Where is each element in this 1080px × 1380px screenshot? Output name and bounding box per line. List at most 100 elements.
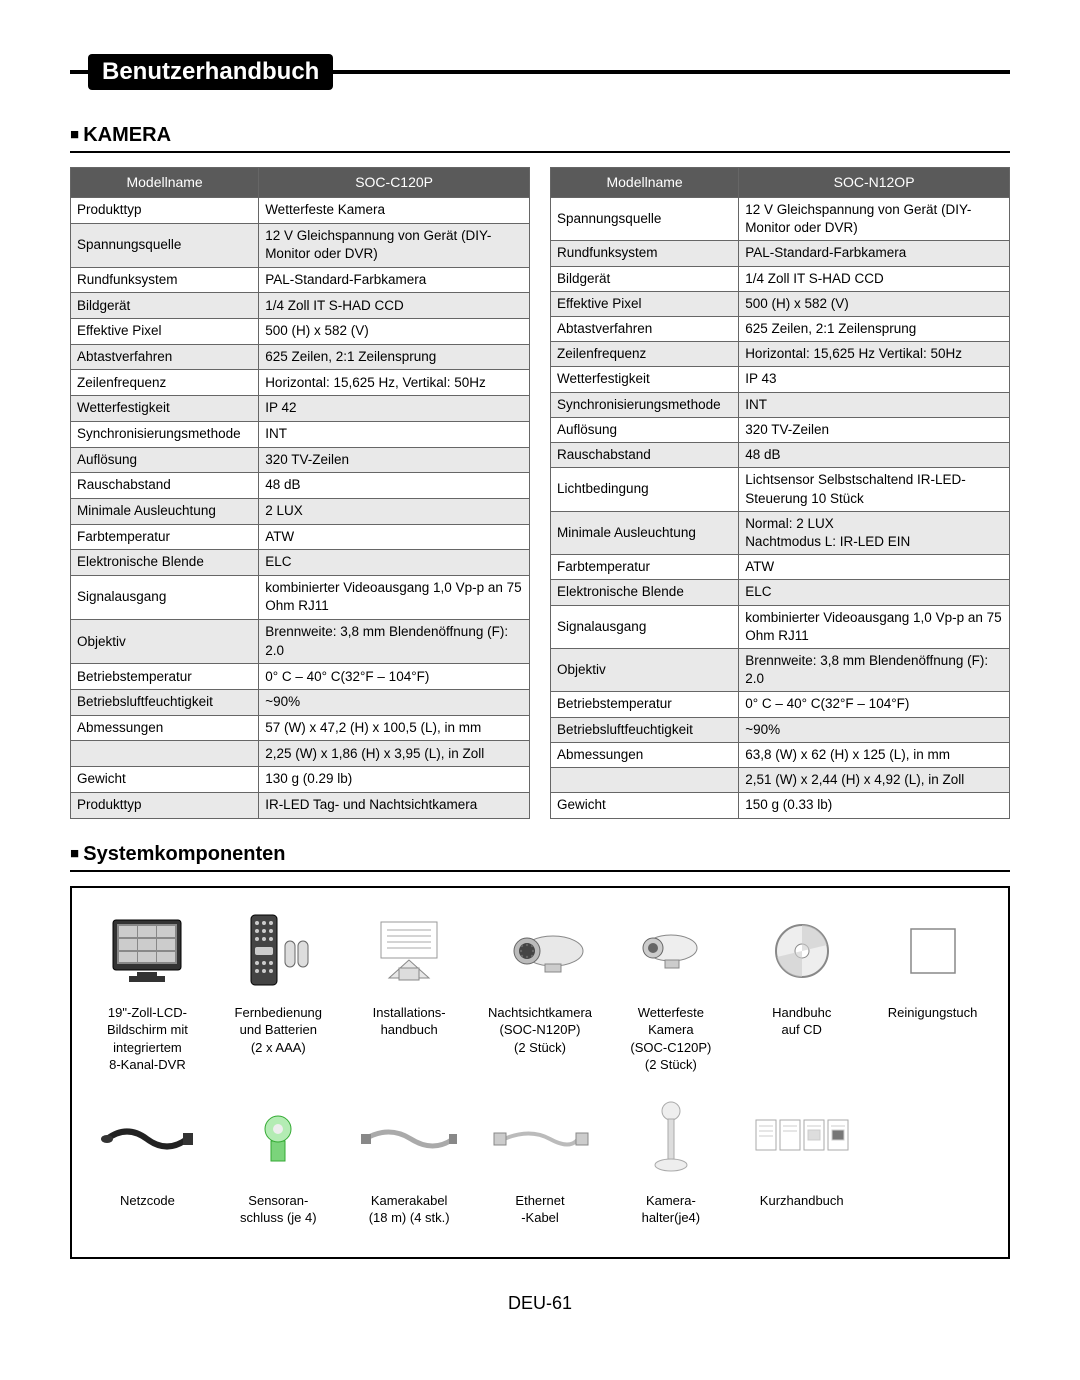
spec-value: 150 g (0.33 lb) (739, 793, 1010, 818)
spec-label: Minimale Ausleuchtung (551, 511, 739, 554)
table-row: ProdukttypIR-LED Tag- und Nachtsichtkame… (71, 792, 530, 818)
section-heading-components: Systemkomponenten (70, 843, 1010, 872)
table-header-value: SOC-C120P (259, 168, 530, 198)
spec-label: Signalausgang (551, 605, 739, 648)
spec-value: 320 TV-Zeilen (739, 417, 1010, 442)
spec-value: kombinierter Videoausgang 1,0 Vp-p an 75… (259, 575, 530, 619)
spec-value: Horizontal: 15,625 Hz Vertikal: 50Hz (739, 342, 1010, 367)
table-row: Minimale Ausleuchtung2 LUX (71, 498, 530, 524)
spec-label: Effektive Pixel (551, 291, 739, 316)
spec-label: Elektronische Blende (551, 580, 739, 605)
spec-value: Normal: 2 LUXNachtmodus L: IR-LED EIN (739, 511, 1010, 554)
table-row: SynchronisierungsmethodeINT (71, 421, 530, 447)
table-row: ZeilenfrequenzHorizontal: 15,625 Hz Vert… (551, 342, 1010, 367)
table-row: Elektronische BlendeELC (551, 580, 1010, 605)
component-label: Kurzhandbuch (740, 1192, 863, 1210)
spec-value: 12 V Gleichspannung von Gerät (DIY-Monit… (259, 223, 530, 267)
table-row: ZeilenfrequenzHorizontal: 15,625 Hz, Ver… (71, 370, 530, 396)
table-row: FarbtemperaturATW (71, 524, 530, 550)
table-row: Auflösung320 TV-Zeilen (71, 447, 530, 473)
spec-value: INT (259, 421, 530, 447)
spec-value: 2,25 (W) x 1,86 (H) x 3,95 (L), in Zoll (259, 741, 530, 767)
component-label: Installations-handbuch (348, 1004, 471, 1039)
component-label: Fernbedienungund Batterien(2 x AAA) (217, 1004, 340, 1057)
spec-label: Zeilenfrequenz (71, 370, 259, 396)
spec-value: 12 V Gleichspannung von Gerät (DIY-Monit… (739, 197, 1010, 240)
spec-value: 500 (H) x 582 (V) (259, 319, 530, 345)
spec-label: Spannungsquelle (551, 197, 739, 240)
component-label: WetterfesteKamera(SOC-C120P)(2 Stück) (609, 1004, 732, 1074)
spec-value: kombinierter Videoausgang 1,0 Vp-p an 75… (739, 605, 1010, 648)
table-row: Minimale AusleuchtungNormal: 2 LUXNachtm… (551, 511, 1010, 554)
component-item: Reinigungstuch (867, 906, 998, 1074)
table-row: Abtastverfahren625 Zeilen, 2:1 Zeilenspr… (71, 344, 530, 370)
table-row: WetterfestigkeitIP 42 (71, 396, 530, 422)
spec-label: Rundfunksystem (551, 241, 739, 266)
spec-tables-row: Modellname SOC-C120P ProdukttypWetterfes… (70, 167, 1010, 819)
table-row: Signalausgangkombinierter Videoausgang 1… (71, 575, 530, 619)
table-row: Spannungsquelle12 V Gleichspannung von G… (71, 223, 530, 267)
component-label: Reinigungstuch (871, 1004, 994, 1022)
header-bar: Benutzerhandbuch (70, 70, 1010, 74)
section-heading-kamera: KAMERA (70, 124, 1010, 153)
spec-label: Rundfunksystem (71, 267, 259, 293)
spec-value: 48 dB (739, 443, 1010, 468)
spec-value: 57 (W) x 47,2 (H) x 100,5 (L), in mm (259, 715, 530, 741)
spec-value: ~90% (739, 717, 1010, 742)
component-label: Handbuhcauf CD (740, 1004, 863, 1039)
spec-value: 2 LUX (259, 498, 530, 524)
component-item: Kamerakabel(18 m) (4 stk.) (344, 1094, 475, 1227)
spec-label: Auflösung (551, 417, 739, 442)
spec-value: Brennweite: 3,8 mm Blendenöffnung (F): 2… (739, 649, 1010, 692)
table-header-value: SOC-N12OP (739, 168, 1010, 198)
table-row: Spannungsquelle12 V Gleichspannung von G… (551, 197, 1010, 240)
spec-value: ATW (259, 524, 530, 550)
table-row: Betriebsluftfeuchtigkeit~90% (71, 690, 530, 716)
spec-label: Abmessungen (551, 742, 739, 767)
table-row: RundfunksystemPAL-Standard-Farbkamera (551, 241, 1010, 266)
spec-label: Synchronisierungsmethode (551, 392, 739, 417)
spec-value: ATW (739, 555, 1010, 580)
spec-table-right: Modellname SOC-N12OP Spannungsquelle12 V… (550, 167, 1010, 819)
table-row: ObjektivBrennweite: 3,8 mm Blendenöffnun… (71, 620, 530, 664)
spec-value: 320 TV-Zeilen (259, 447, 530, 473)
page-number: DEU-61 (70, 1293, 1010, 1314)
component-item: Ethernet-Kabel (475, 1094, 606, 1227)
spec-label: Gewicht (551, 793, 739, 818)
spec-value: 63,8 (W) x 62 (H) x 125 (L), in mm (739, 742, 1010, 767)
spec-value: Wetterfeste Kamera (259, 197, 530, 223)
component-label: Kamera-halter(je4) (609, 1192, 732, 1227)
table-row: Gewicht150 g (0.33 lb) (551, 793, 1010, 818)
spec-label: Betriebstemperatur (551, 692, 739, 717)
component-item: Kamera-halter(je4) (605, 1094, 736, 1227)
table-row: LichtbedingungLichtsensor Selbstschalten… (551, 468, 1010, 511)
cable-icon (348, 1094, 471, 1184)
spec-label: Betriebsluftfeuchtigkeit (551, 717, 739, 742)
table-row: Abmessungen57 (W) x 47,2 (H) x 100,5 (L)… (71, 715, 530, 741)
monitor-icon (86, 906, 209, 996)
component-label: Sensoran-schluss (je 4) (217, 1192, 340, 1227)
spec-label: Farbtemperatur (551, 555, 739, 580)
spec-label: Zeilenfrequenz (551, 342, 739, 367)
spec-value: 625 Zeilen, 2:1 Zeilensprung (259, 344, 530, 370)
table-header-model: Modellname (71, 168, 259, 198)
table-row: Betriebstemperatur0° C – 40° C(32°F – 10… (551, 692, 1010, 717)
table-row: Rauschabstand48 dB (551, 443, 1010, 468)
spec-label: Abtastverfahren (71, 344, 259, 370)
components-row: 19"-Zoll-LCD-Bildschirm mitintegriertem8… (82, 906, 998, 1074)
table-header-model: Modellname (551, 168, 739, 198)
ethernet-icon (479, 1094, 602, 1184)
spec-table-left: Modellname SOC-C120P ProdukttypWetterfes… (70, 167, 530, 819)
component-item: 19"-Zoll-LCD-Bildschirm mitintegriertem8… (82, 906, 213, 1074)
spec-label: Wetterfestigkeit (71, 396, 259, 422)
table-row: Gewicht130 g (0.29 lb) (71, 767, 530, 793)
spec-label: Wetterfestigkeit (551, 367, 739, 392)
table-row: Bildgerät1/4 Zoll IT S-HAD CCD (71, 293, 530, 319)
spec-label: Spannungsquelle (71, 223, 259, 267)
components-row: NetzcodeSensoran-schluss (je 4)Kamerakab… (82, 1094, 998, 1227)
spec-label: Lichtbedingung (551, 468, 739, 511)
components-box: 19"-Zoll-LCD-Bildschirm mitintegriertem8… (70, 886, 1010, 1259)
table-row: 2,25 (W) x 1,86 (H) x 3,95 (L), in Zoll (71, 741, 530, 767)
spec-label: Gewicht (71, 767, 259, 793)
table-row: Auflösung320 TV-Zeilen (551, 417, 1010, 442)
